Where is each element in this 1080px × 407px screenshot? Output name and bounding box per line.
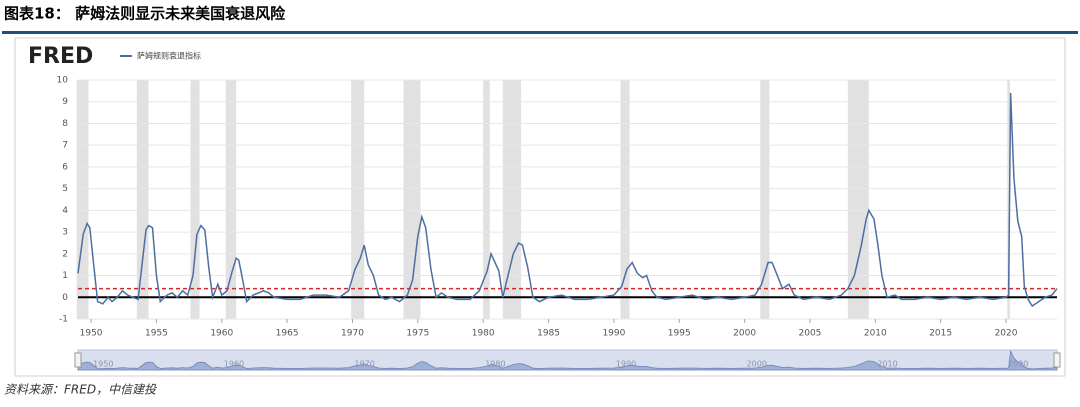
y-tick-label: 6 (62, 162, 68, 172)
x-tick-label: 1985 (537, 329, 560, 339)
y-tick-label: 4 (62, 206, 68, 216)
recession-band (136, 80, 149, 319)
x-tick-label: 1965 (276, 329, 299, 339)
legend-label: 萨姆规则衰退指标 (137, 51, 201, 61)
x-tick-label: 1995 (668, 329, 691, 339)
recession-band (1007, 80, 1010, 319)
x-tick-label: 1975 (406, 329, 429, 339)
y-tick-label: -1 (59, 315, 68, 325)
y-tick-label: 3 (62, 228, 68, 238)
x-tick-label: 2010 (864, 329, 887, 339)
recession-band (620, 80, 630, 319)
navigator-label: 1980 (485, 360, 505, 369)
y-tick-label: 0 (62, 293, 68, 303)
logo: FRED (28, 44, 93, 69)
recession-band (76, 80, 89, 319)
x-tick-label: 1955 (145, 329, 168, 339)
x-tick-label: 2020 (995, 329, 1018, 339)
x-tick-label: 1960 (210, 329, 233, 339)
y-tick-label: 8 (62, 119, 68, 129)
title-rule (2, 31, 1078, 34)
chart-frame (14, 37, 1066, 377)
x-tick-label: 2000 (733, 329, 756, 339)
recession-band (190, 80, 200, 319)
navigator-area (77, 349, 1058, 371)
x-tick-label: 2015 (929, 329, 952, 339)
y-tick-label: 9 (62, 97, 68, 107)
series-line (77, 92, 1058, 308)
x-tick-label: 2005 (799, 329, 822, 339)
navigator-handle[interactable] (74, 352, 82, 368)
x-tick-label: 1950 (80, 329, 103, 339)
navigator-label: 2010 (877, 360, 897, 369)
recession-band (847, 80, 869, 319)
recession-band (225, 80, 237, 319)
x-tick-label: 1970 (341, 329, 364, 339)
x-tick-label: 1990 (602, 329, 625, 339)
y-tick-label: 2 (62, 249, 68, 259)
y-tick-label: 7 (62, 141, 68, 151)
recession-band (351, 80, 365, 319)
navigator-handle[interactable] (1053, 352, 1061, 368)
y-tick-label: 5 (62, 184, 68, 194)
recession-band (403, 80, 421, 319)
source: 资料来源：FRED，中信建投 (4, 383, 157, 397)
navigator-label: 2000 (747, 360, 767, 369)
navigator-label: 1990 (616, 360, 636, 369)
recession-band (502, 80, 522, 319)
navigator-label: 2020 (1008, 360, 1028, 369)
figure-title: 图表18： 萨姆法则显示未来美国衰退风险 (4, 5, 286, 23)
recession-band (483, 80, 490, 319)
navigator-label: 1970 (354, 360, 374, 369)
x-tick-label: 1980 (472, 329, 495, 339)
y-tick-label: 10 (57, 76, 69, 86)
y-tick-label: 1 (62, 271, 68, 281)
navigator-label: 1960 (224, 360, 244, 369)
navigator-label: 1950 (93, 360, 113, 369)
recession-band (760, 80, 770, 319)
